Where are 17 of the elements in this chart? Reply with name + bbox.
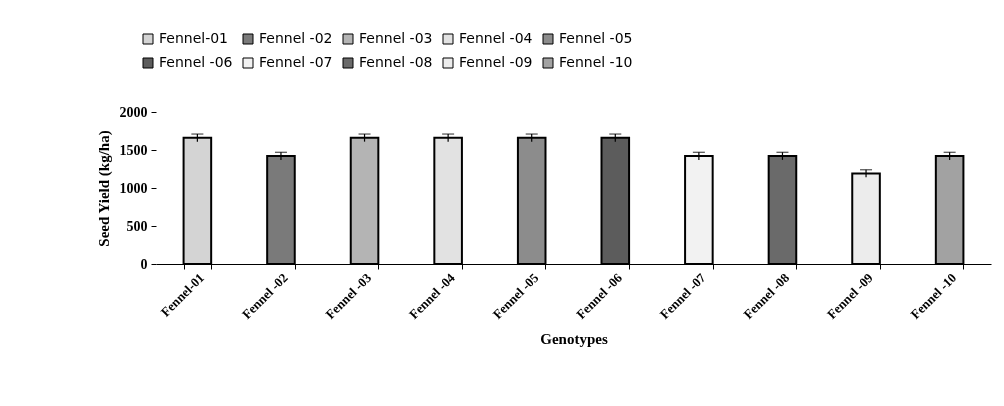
y-tick-label: 2000	[119, 104, 148, 120]
legend-label: Fennel -03	[359, 30, 433, 46]
legend-label: Fennel -04	[459, 30, 533, 46]
y-tick-label: 500	[126, 218, 148, 234]
legend-label: Fennel -09	[459, 54, 533, 70]
legend-label: Fennel -08	[359, 54, 433, 70]
legend-label: Fennel -10	[559, 54, 633, 70]
y-tick-label: 1000	[119, 180, 148, 196]
legend-label: Fennel-01	[159, 30, 229, 46]
legend-label: Fennel -06	[159, 54, 233, 70]
legend-label: Fennel -05	[559, 30, 633, 46]
y-tick-label: 0	[140, 256, 148, 272]
legend-label: Fennel -07	[259, 54, 333, 70]
y-tick-label: 1500	[119, 142, 148, 158]
x-axis-title: Genotypes	[540, 330, 608, 347]
y-axis-title: Seed Yield (kg/ha)	[95, 130, 113, 247]
legend-label: Fennel -02	[259, 30, 333, 46]
